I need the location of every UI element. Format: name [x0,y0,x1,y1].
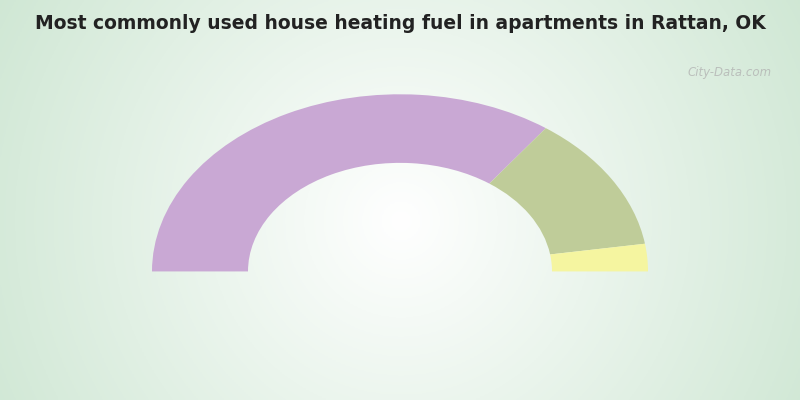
Text: Most commonly used house heating fuel in apartments in Rattan, OK: Most commonly used house heating fuel in… [34,14,766,33]
Wedge shape [152,94,546,272]
Wedge shape [490,128,645,254]
Wedge shape [550,244,648,272]
Text: City-Data.com: City-Data.com [688,66,772,79]
